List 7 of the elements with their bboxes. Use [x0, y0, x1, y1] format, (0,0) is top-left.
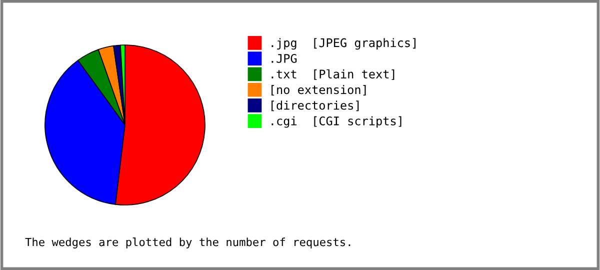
legend-label: [directories] — [272, 100, 359, 112]
legend-label: .jpg [JPEG graphics] — [272, 38, 416, 50]
legend-label: .JPG — [272, 54, 297, 63]
legend-label: .txt [Plain text] — [272, 69, 394, 80]
text: The wedges are plotted by the number of requests. — [25, 238, 350, 248]
legend-label: .cgi [CGI scripts] — [272, 116, 402, 128]
legend-label: [no extension] — [272, 85, 366, 96]
